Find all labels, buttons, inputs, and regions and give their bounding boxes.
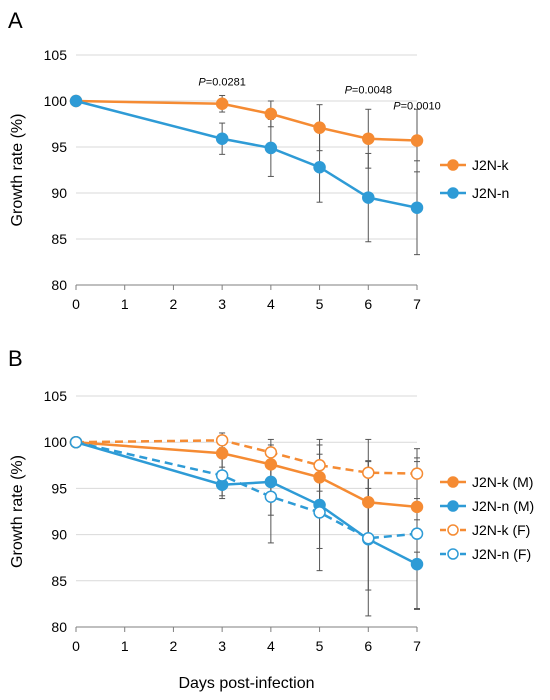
y-tick-label: 90 xyxy=(51,527,67,543)
series-line-1 xyxy=(75,440,418,566)
data-point xyxy=(313,160,326,174)
data-point xyxy=(410,500,424,514)
y-tick-label: 95 xyxy=(51,139,67,155)
data-point xyxy=(264,446,278,459)
data-point xyxy=(264,107,278,121)
data-point xyxy=(215,97,229,111)
x-tick-label: 2 xyxy=(170,296,178,312)
x-tick-label: 0 xyxy=(72,296,80,312)
y-axis-title: Growth rate (%) xyxy=(9,455,26,568)
y-axis-title: Growth rate (%) xyxy=(9,114,26,227)
legend-marker xyxy=(447,476,459,488)
p-value-annotation: P=0.0010 xyxy=(393,100,440,112)
data-point xyxy=(362,532,375,545)
legend-marker xyxy=(447,187,459,199)
x-tick-label: 1 xyxy=(121,296,129,312)
x-tick-label: 5 xyxy=(316,296,324,312)
x-tick-label: 4 xyxy=(267,296,275,312)
y-tick-label: 105 xyxy=(44,47,68,63)
legend-label: J2N-k (M) xyxy=(472,474,533,490)
series-line-2 xyxy=(75,439,418,475)
p-value-annotation: P=0.0281 xyxy=(198,76,245,88)
legend-label: J2N-n (M) xyxy=(472,498,534,514)
x-tick-label: 7 xyxy=(413,296,421,312)
y-tick-label: 80 xyxy=(51,619,67,635)
y-tick-label: 105 xyxy=(44,388,68,404)
data-point xyxy=(410,134,424,147)
panel-letter: A xyxy=(8,8,23,33)
data-point xyxy=(69,435,83,449)
data-point xyxy=(362,466,375,479)
data-point xyxy=(410,557,424,571)
data-point xyxy=(215,132,229,145)
x-tick-label: 6 xyxy=(364,638,372,654)
x-tick-label: 4 xyxy=(267,638,275,654)
data-point xyxy=(313,121,326,134)
series-line-1 xyxy=(75,99,418,209)
y-tick-label: 95 xyxy=(51,480,67,496)
series-line-3 xyxy=(75,440,418,540)
data-point xyxy=(362,191,375,204)
series-line-0 xyxy=(75,440,418,509)
x-axis-title: Days post-infection xyxy=(178,675,314,692)
x-tick-label: 3 xyxy=(218,638,226,654)
y-tick-label: 80 xyxy=(51,277,67,293)
data-point xyxy=(215,469,229,482)
legend-marker xyxy=(447,159,459,171)
legend-marker xyxy=(447,524,459,536)
x-tick-label: 5 xyxy=(316,638,324,654)
legend-marker xyxy=(447,500,459,512)
x-tick-label: 1 xyxy=(121,638,129,654)
data-point xyxy=(215,447,229,460)
y-tick-label: 100 xyxy=(44,93,68,109)
data-point xyxy=(410,527,424,540)
data-point xyxy=(313,459,326,472)
x-tick-label: 7 xyxy=(413,638,421,654)
legend-label: J2N-k (F) xyxy=(472,522,530,538)
chart-panel-b: B 80 85 90 95 100 105 0 1 2 3 4 5 6 7 Growth rate (%) Da… xyxy=(8,346,534,692)
data-point xyxy=(313,506,326,519)
panel-letter: B xyxy=(8,346,23,371)
y-tick-label: 85 xyxy=(51,231,67,247)
x-tick-label: 3 xyxy=(218,296,226,312)
y-tick-label: 85 xyxy=(51,573,67,589)
data-point xyxy=(215,434,229,447)
data-point xyxy=(313,471,326,484)
data-point xyxy=(264,475,278,489)
y-tick-label: 100 xyxy=(44,434,68,450)
legend-marker xyxy=(447,548,459,560)
data-point xyxy=(410,201,424,214)
data-point xyxy=(362,132,375,145)
data-point xyxy=(362,496,375,509)
data-point xyxy=(264,458,278,471)
data-point xyxy=(264,490,278,503)
x-tick-label: 6 xyxy=(364,296,372,312)
legend-label: J2N-n (F) xyxy=(472,546,531,562)
data-point xyxy=(69,94,83,108)
legend-label: J2N-k xyxy=(472,157,510,173)
data-point xyxy=(410,467,424,480)
p-value-annotation: P=0.0048 xyxy=(345,85,392,97)
x-tick-label: 2 xyxy=(170,638,178,654)
legend-label: J2N-n xyxy=(472,185,509,201)
data-point xyxy=(264,141,278,155)
series-line-0 xyxy=(75,99,418,142)
y-tick-label: 90 xyxy=(51,185,67,201)
x-tick-label: 0 xyxy=(72,638,80,654)
chart-panel-a: A 80 85 90 95 100 105 0 1 2 3 4 5 6 7 Growth rate (%) P=… xyxy=(8,8,510,312)
